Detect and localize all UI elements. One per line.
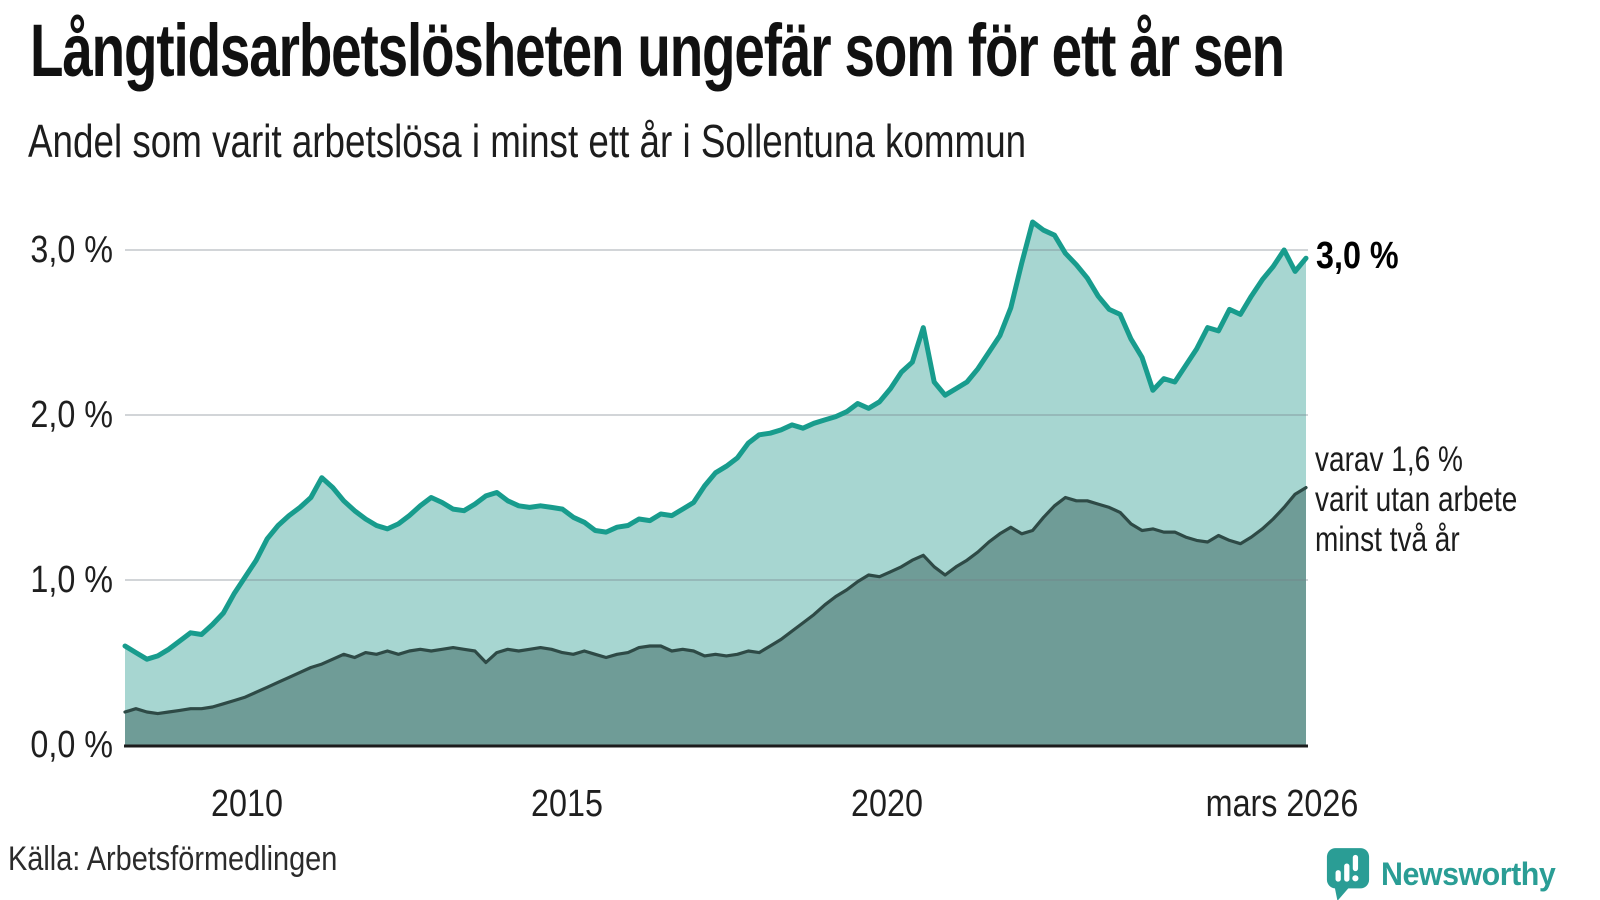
- newsworthy-wordmark: Newsworthy: [1380, 855, 1556, 892]
- end-annotation-two-year: varav 1,6 % varit utan arbete minst två …: [1315, 440, 1517, 560]
- annotation-line: varav 1,6 %: [1315, 440, 1463, 479]
- area-two-year: [125, 487, 1306, 745]
- x-axis-tick-label: 2010: [211, 783, 283, 825]
- line-two-year: [123, 486, 1308, 716]
- y-axis-tick-label: 3,0 %: [30, 229, 113, 271]
- newsworthy-bubble-chart-icon: [1326, 848, 1369, 900]
- y-axis-tick-label: 1,0 %: [30, 559, 113, 601]
- newsworthy-logo: Newsworthy: [1325, 846, 1564, 900]
- annotation-line: varit utan arbete: [1315, 480, 1518, 519]
- page-subtitle: Andel som varit arbetslösa i minst ett å…: [28, 115, 1027, 167]
- x-axis-tick-label: 2020: [851, 783, 923, 825]
- annotation-line: minst två år: [1315, 520, 1460, 559]
- source-caption: Källa: Arbetsförmedlingen: [8, 840, 338, 878]
- x-axis-tick-label: mars 2026: [1205, 783, 1359, 825]
- y-axis-tick-label: 2,0 %: [30, 394, 113, 436]
- y-axis-tick-label: 0,0 %: [30, 724, 113, 766]
- x-axis-tick-label: 2015: [531, 783, 603, 825]
- page-title: Långtidsarbetslösheten ungefär som för e…: [30, 9, 1285, 92]
- end-value-label-total: 3,0 %: [1316, 235, 1399, 277]
- line-total-min-one-year: [122, 219, 1309, 662]
